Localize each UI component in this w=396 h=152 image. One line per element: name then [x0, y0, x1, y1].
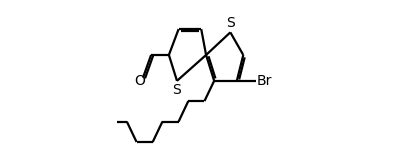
Text: S: S — [172, 83, 181, 97]
Text: O: O — [134, 74, 145, 88]
Text: S: S — [226, 16, 235, 30]
Text: Br: Br — [257, 74, 272, 88]
